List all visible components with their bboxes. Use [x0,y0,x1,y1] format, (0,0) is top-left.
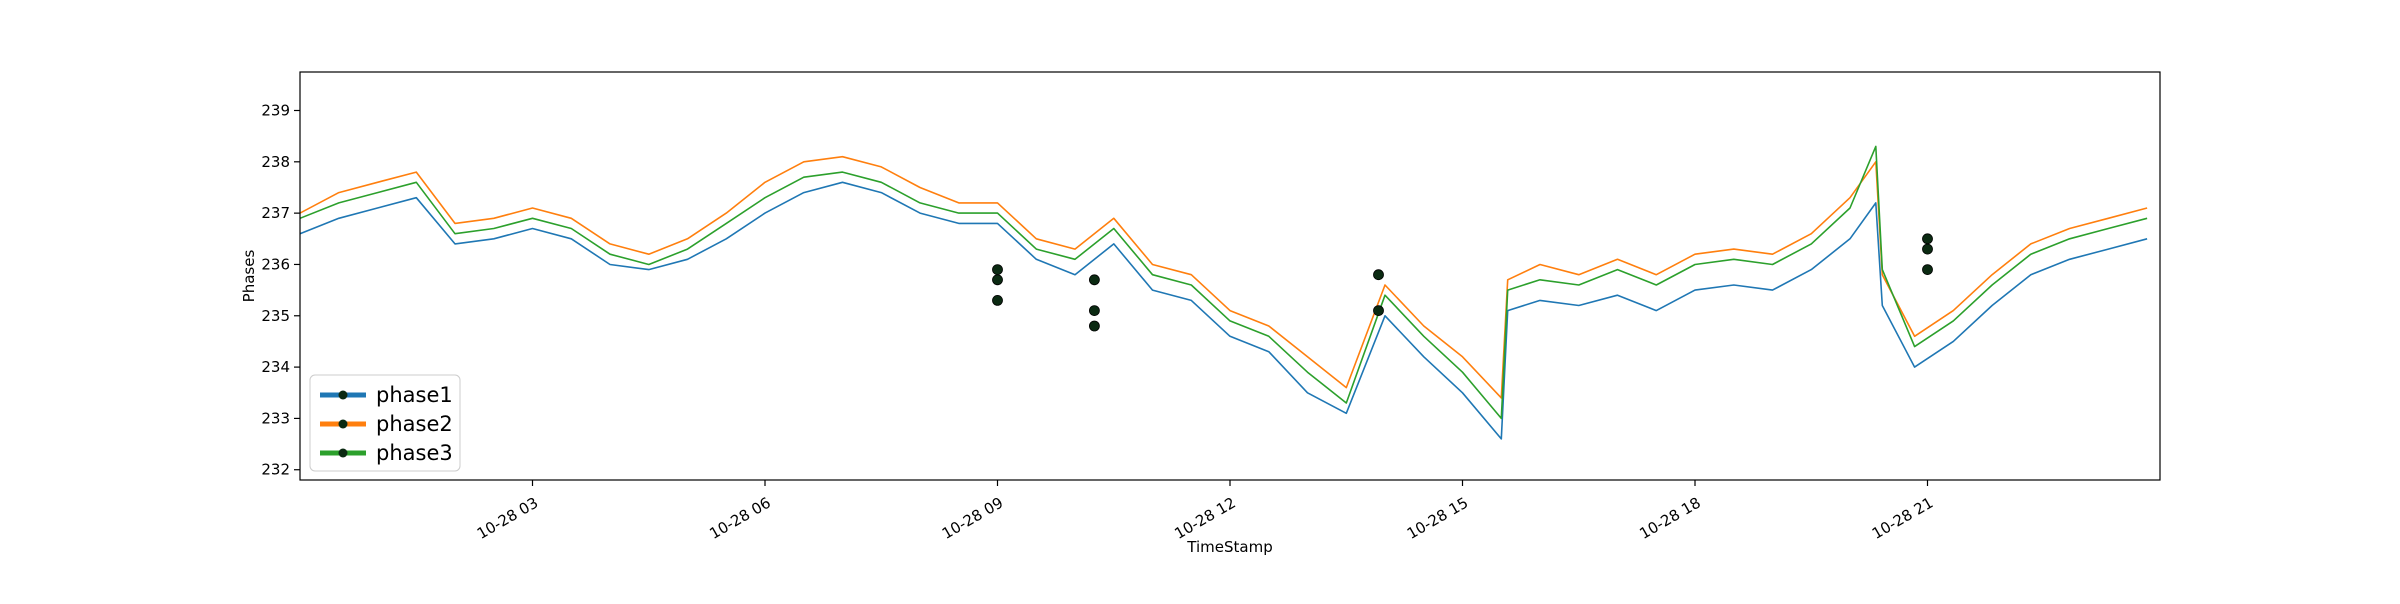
marker-point [992,274,1003,286]
legend-label-phase2: phase2 [376,412,453,436]
x-tick-label: 10-28 09 [939,494,1006,543]
legend-marker [338,419,348,429]
marker-point [1089,305,1100,317]
x-tick-label: 10-28 12 [1171,494,1238,543]
y-tick-label: 232 [261,461,290,479]
marker-point [1922,233,1933,245]
legend-box [309,374,461,472]
marker-point [1922,264,1933,276]
x-tick-label: 10-28 21 [1869,494,1936,543]
x-tick-label: 10-28 15 [1404,494,1471,543]
series-line-phase1 [300,181,2148,440]
x-tick-label: 10-28 03 [474,494,541,543]
marker-point [1373,305,1384,317]
legend-label-phase3: phase3 [376,441,453,465]
y-tick-label: 235 [261,307,290,325]
legend-label-phase1: phase1 [376,383,453,407]
legend-marker [338,448,348,458]
series-layer [300,145,2148,440]
x-axis: 10-28 03 10-28 06 10-28 09 10-28 12 10-28 15… [474,480,1936,543]
series-line-phase3 [300,145,2148,420]
y-tick-label: 233 [261,409,290,427]
x-tick-label: 10-28 18 [1636,494,1703,543]
legend: phase1 phase2 phase3 [309,374,461,472]
y-axis: 232 233 234 235 236 237 238 239 [261,101,300,479]
x-axis-label: TimeStamp [1186,538,1272,556]
marker-point [992,294,1003,306]
y-tick-label: 237 [261,204,290,222]
series-line-phase2 [300,155,2148,399]
marker-layer [992,233,1933,332]
marker-point [992,264,1003,276]
legend-marker [338,390,348,400]
marker-point [1373,269,1384,281]
y-tick-label: 238 [261,153,290,171]
marker-point [1089,320,1100,332]
y-tick-label: 236 [261,255,290,273]
marker-point [1922,243,1933,255]
x-tick-label: 10-28 06 [706,494,773,543]
y-axis-label: Phases [240,250,258,303]
y-tick-label: 239 [261,101,290,119]
y-tick-label: 234 [261,358,290,376]
marker-point [1089,274,1100,286]
